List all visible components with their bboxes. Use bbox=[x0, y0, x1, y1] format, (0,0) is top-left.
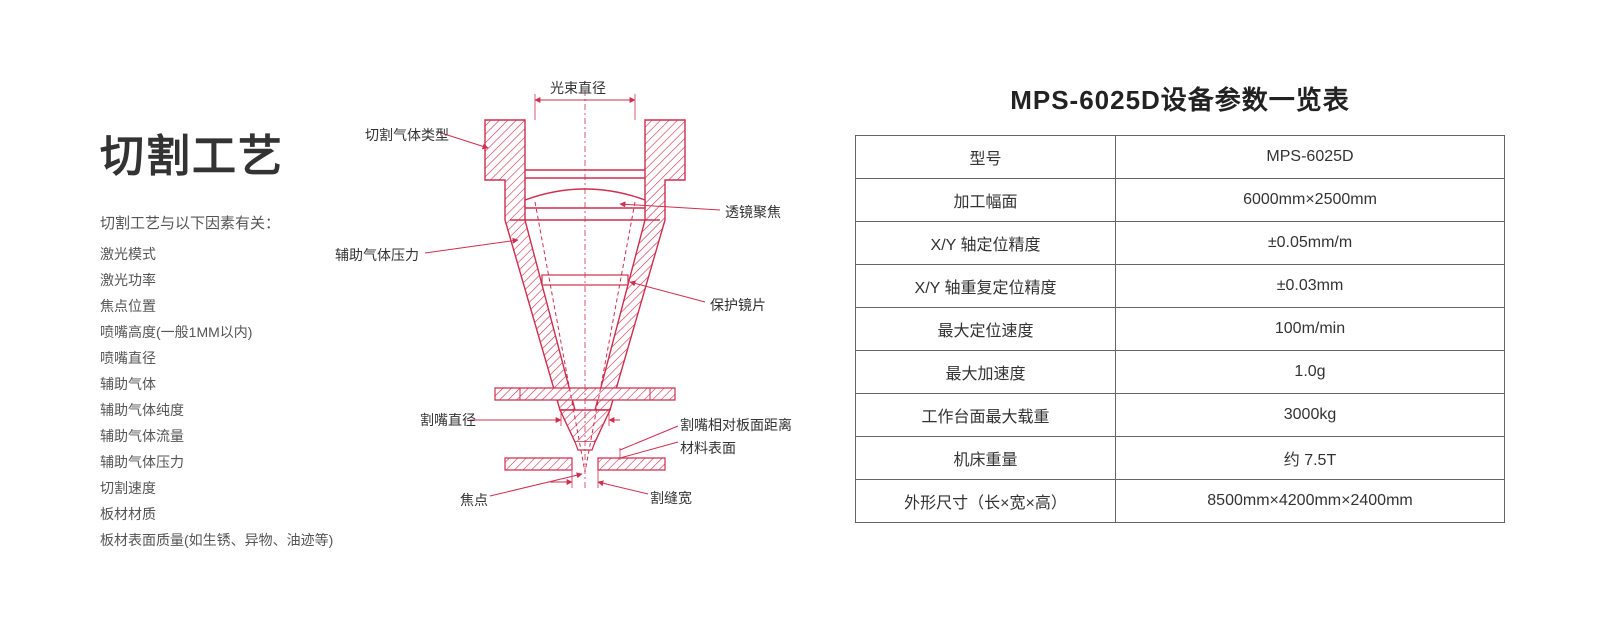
table-row: 型号MPS-6025D bbox=[856, 136, 1505, 179]
spec-val: 8500mm×4200mm×2400mm bbox=[1116, 480, 1505, 523]
spec-panel: MPS-6025D设备参数一览表 型号MPS-6025D 加工幅面6000mm×… bbox=[855, 80, 1505, 523]
label-kerf-width: 割缝宽 bbox=[650, 488, 692, 508]
table-row: 机床重量约 7.5T bbox=[856, 437, 1505, 480]
spec-val: ±0.03mm bbox=[1116, 265, 1505, 308]
table-title: MPS-6025D设备参数一览表 bbox=[855, 80, 1505, 117]
spec-val: 3000kg bbox=[1116, 394, 1505, 437]
spec-val: 6000mm×2500mm bbox=[1116, 179, 1505, 222]
nozzle-diagram: 光束直径 切割气体类型 透镜聚焦 辅助气体压力 保护镜片 割嘴直径 割嘴相对板面… bbox=[320, 70, 820, 550]
label-nozzle-diameter: 割嘴直径 bbox=[420, 410, 476, 430]
spec-key: 型号 bbox=[856, 136, 1116, 179]
spec-val: 1.0g bbox=[1116, 351, 1505, 394]
label-protective-lens: 保护镜片 bbox=[710, 295, 766, 315]
table-row: 最大定位速度100m/min bbox=[856, 308, 1505, 351]
spec-key: X/Y 轴定位精度 bbox=[856, 222, 1116, 265]
table-row: 加工幅面6000mm×2500mm bbox=[856, 179, 1505, 222]
label-gas-type: 切割气体类型 bbox=[365, 125, 449, 145]
table-row: 工作台面最大载重3000kg bbox=[856, 394, 1505, 437]
spec-key: X/Y 轴重复定位精度 bbox=[856, 265, 1116, 308]
spec-val: MPS-6025D bbox=[1116, 136, 1505, 179]
spec-val: ±0.05mm/m bbox=[1116, 222, 1505, 265]
label-lens-focus: 透镜聚焦 bbox=[725, 202, 781, 222]
spec-key: 最大加速度 bbox=[856, 351, 1116, 394]
spec-val: 约 7.5T bbox=[1116, 437, 1505, 480]
spec-val: 100m/min bbox=[1116, 308, 1505, 351]
table-row: 外形尺寸（长×宽×高）8500mm×4200mm×2400mm bbox=[856, 480, 1505, 523]
label-beam-diameter: 光束直径 bbox=[550, 78, 606, 98]
page: 切割工艺 切割工艺与以下因素有关： 激光模式 激光功率 焦点位置 喷嘴高度(一般… bbox=[0, 0, 1600, 636]
label-nozzle-standoff: 割嘴相对板面距离 bbox=[680, 415, 792, 435]
table-row: 最大加速度1.0g bbox=[856, 351, 1505, 394]
spec-table: 型号MPS-6025D 加工幅面6000mm×2500mm X/Y 轴定位精度±… bbox=[855, 135, 1505, 523]
spec-key: 加工幅面 bbox=[856, 179, 1116, 222]
label-material-surface: 材料表面 bbox=[680, 438, 736, 458]
label-focus-point: 焦点 bbox=[460, 490, 488, 510]
spec-key: 工作台面最大载重 bbox=[856, 394, 1116, 437]
table-row: X/Y 轴定位精度±0.05mm/m bbox=[856, 222, 1505, 265]
spec-key: 机床重量 bbox=[856, 437, 1116, 480]
spec-key: 外形尺寸（长×宽×高） bbox=[856, 480, 1116, 523]
spec-key: 最大定位速度 bbox=[856, 308, 1116, 351]
table-row: X/Y 轴重复定位精度±0.03mm bbox=[856, 265, 1505, 308]
label-aux-gas-pressure: 辅助气体压力 bbox=[335, 245, 419, 265]
